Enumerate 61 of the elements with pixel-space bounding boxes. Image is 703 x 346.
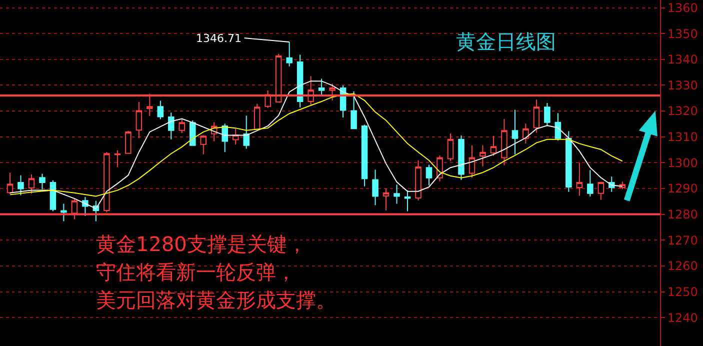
annotation: 美元回落对黄金形成支撑。 xyxy=(96,288,336,312)
candlestick xyxy=(512,109,518,155)
line-series xyxy=(9,93,623,197)
candlestick xyxy=(125,130,132,154)
candlestick xyxy=(468,144,476,178)
annotation: 1346.71 xyxy=(196,32,242,45)
candlestick xyxy=(480,144,486,168)
candlestick xyxy=(6,172,14,194)
candlestick xyxy=(60,203,67,222)
y-tick-label: 1340 xyxy=(667,52,698,67)
candlestick xyxy=(178,118,186,134)
candlestick xyxy=(522,123,529,144)
candlestick xyxy=(587,170,594,197)
candlestick xyxy=(50,180,56,212)
y-tick-label: 1330 xyxy=(667,78,698,92)
annotation: 守住将看新一轮反弹， xyxy=(96,260,296,284)
y-tick-label: 1360 xyxy=(667,0,698,15)
text: 黄金日线图 xyxy=(456,30,556,54)
y-tick-label: 1290 xyxy=(667,182,698,196)
candlestick xyxy=(447,132,454,162)
y-tick-label: 1320 xyxy=(667,104,698,118)
y-tick-label: 1260 xyxy=(667,259,698,274)
candlestick xyxy=(157,100,164,120)
candlestick xyxy=(318,78,325,97)
candlestick xyxy=(200,134,207,155)
candlestick xyxy=(296,54,304,108)
candlestick xyxy=(286,42,292,67)
y-tick-label: 1250 xyxy=(667,284,698,299)
candlestick xyxy=(361,124,368,187)
candlestick xyxy=(382,188,390,211)
candlestick xyxy=(426,164,432,186)
candlestick xyxy=(554,112,562,141)
candlestick xyxy=(566,130,572,192)
candlestick xyxy=(243,115,250,150)
y-tick-label: 1350 xyxy=(667,26,698,41)
candlestick xyxy=(350,90,357,130)
candlestick xyxy=(18,174,24,196)
candlestick xyxy=(168,112,174,140)
candlestick xyxy=(394,184,400,204)
y-tick-label: 1270 xyxy=(667,233,698,248)
candlestick xyxy=(114,150,121,168)
candlestick xyxy=(404,190,411,212)
candlestick xyxy=(458,135,464,180)
candlestick xyxy=(415,160,422,201)
annotation: 黄金1280支撑是关键， xyxy=(96,232,307,256)
y-tick-label: 1310 xyxy=(667,130,698,144)
candlestick xyxy=(136,101,142,139)
candlestick xyxy=(254,103,260,130)
candlestick xyxy=(598,181,604,200)
y-tick-label: 1280 xyxy=(667,208,698,222)
y-tick-label: 1240 xyxy=(667,310,698,325)
candlestick xyxy=(490,135,497,156)
y-tick-label: 1300 xyxy=(667,156,698,170)
candlestick xyxy=(28,174,35,194)
candlestick xyxy=(544,102,550,127)
candlestick xyxy=(501,118,508,166)
candlestick xyxy=(533,99,540,134)
candlestick xyxy=(372,169,378,206)
candlestick xyxy=(39,173,46,190)
candlestick xyxy=(190,120,196,146)
candlestick xyxy=(576,162,583,196)
